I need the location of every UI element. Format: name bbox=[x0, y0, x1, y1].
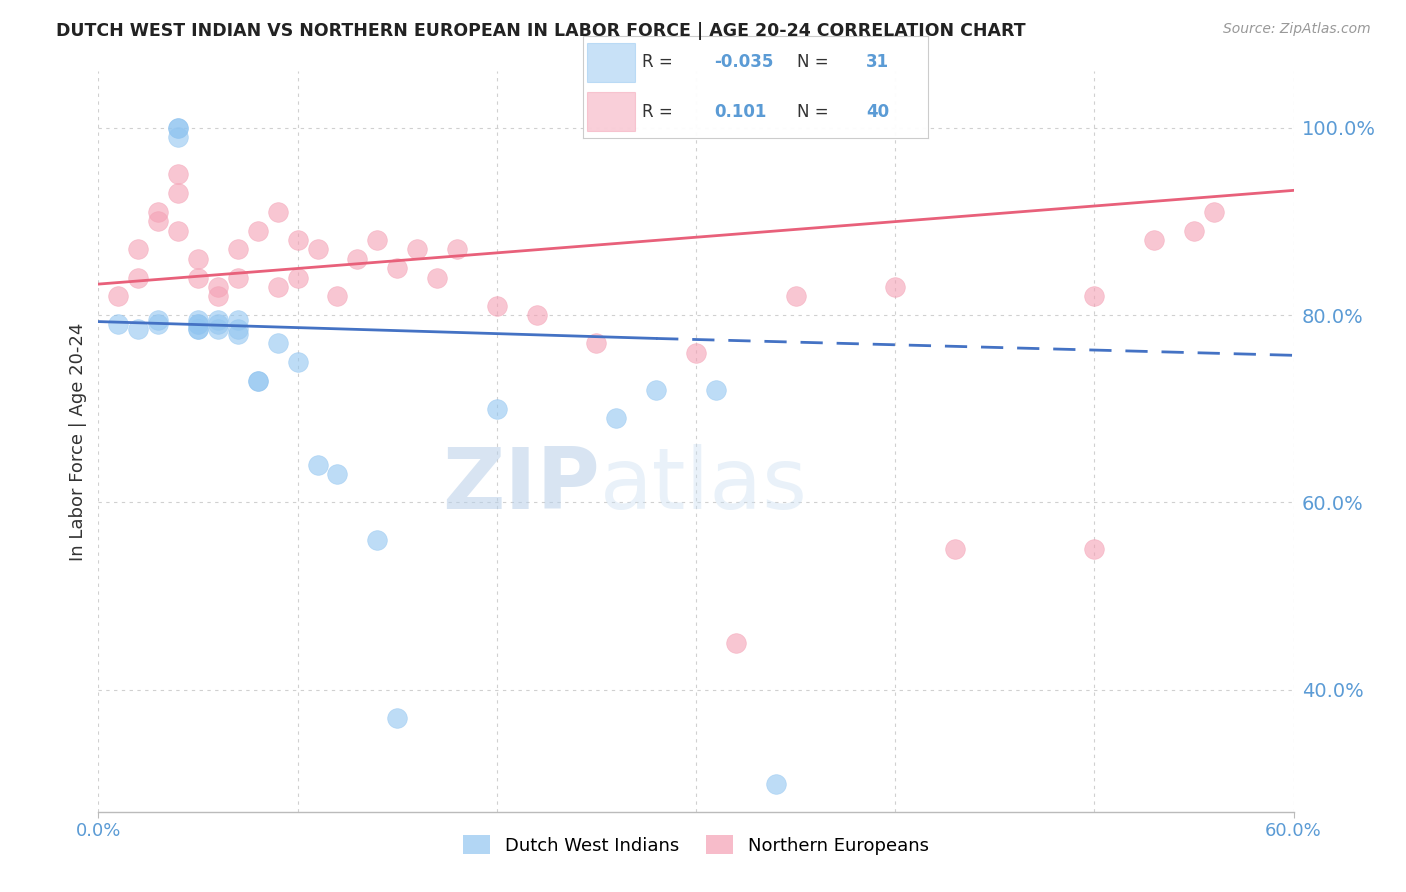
Point bbox=[485, 401, 508, 416]
Point bbox=[167, 168, 190, 182]
Text: atlas: atlas bbox=[600, 444, 808, 527]
Point bbox=[406, 243, 429, 257]
Point bbox=[446, 243, 468, 257]
Y-axis label: In Labor Force | Age 20-24: In Labor Force | Age 20-24 bbox=[69, 322, 87, 561]
Point bbox=[307, 243, 329, 257]
Point bbox=[1083, 542, 1105, 557]
Point bbox=[785, 289, 807, 303]
Point bbox=[226, 326, 249, 341]
Point bbox=[226, 322, 249, 336]
Point bbox=[167, 224, 190, 238]
Point bbox=[207, 312, 229, 326]
Point bbox=[326, 467, 349, 482]
Point bbox=[127, 322, 149, 336]
Text: N =: N = bbox=[797, 103, 834, 120]
Text: 40: 40 bbox=[866, 103, 889, 120]
Point bbox=[704, 383, 727, 397]
Text: N =: N = bbox=[797, 54, 834, 71]
Point bbox=[267, 336, 290, 351]
Point bbox=[187, 322, 209, 336]
Point bbox=[148, 214, 170, 228]
Point bbox=[385, 261, 409, 276]
Point bbox=[287, 233, 309, 247]
Point bbox=[167, 130, 190, 145]
Point bbox=[187, 318, 209, 332]
Point bbox=[943, 542, 966, 557]
Text: R =: R = bbox=[643, 54, 678, 71]
Point bbox=[148, 312, 170, 326]
Point bbox=[287, 270, 309, 285]
Point bbox=[1083, 289, 1105, 303]
Point bbox=[207, 318, 229, 332]
Point bbox=[605, 411, 627, 425]
Point bbox=[187, 322, 209, 336]
Point bbox=[267, 205, 290, 219]
Point bbox=[287, 355, 309, 369]
Text: 31: 31 bbox=[866, 54, 889, 71]
Point bbox=[207, 289, 229, 303]
Point bbox=[207, 322, 229, 336]
Point bbox=[226, 270, 249, 285]
Point bbox=[685, 345, 707, 359]
Text: Source: ZipAtlas.com: Source: ZipAtlas.com bbox=[1223, 22, 1371, 37]
Legend: Dutch West Indians, Northern Europeans: Dutch West Indians, Northern Europeans bbox=[456, 828, 936, 862]
Point bbox=[187, 312, 209, 326]
Point bbox=[187, 318, 209, 332]
Text: R =: R = bbox=[643, 103, 678, 120]
Text: DUTCH WEST INDIAN VS NORTHERN EUROPEAN IN LABOR FORCE | AGE 20-24 CORRELATION CH: DUTCH WEST INDIAN VS NORTHERN EUROPEAN I… bbox=[56, 22, 1026, 40]
Point bbox=[127, 270, 149, 285]
Point bbox=[307, 458, 329, 472]
Point bbox=[1202, 205, 1225, 219]
Point bbox=[167, 120, 190, 135]
Point bbox=[148, 205, 170, 219]
Point bbox=[485, 299, 508, 313]
Point bbox=[246, 374, 269, 388]
Point bbox=[246, 374, 269, 388]
Point bbox=[765, 776, 787, 790]
Point bbox=[426, 270, 449, 285]
Point bbox=[366, 233, 388, 247]
Point bbox=[107, 289, 129, 303]
Point bbox=[127, 243, 149, 257]
Point bbox=[187, 270, 209, 285]
Text: -0.035: -0.035 bbox=[714, 54, 773, 71]
Point bbox=[207, 280, 229, 294]
Point bbox=[187, 252, 209, 266]
Point bbox=[326, 289, 349, 303]
Point bbox=[167, 186, 190, 201]
Point bbox=[724, 636, 747, 650]
Point bbox=[884, 280, 907, 294]
Point bbox=[226, 312, 249, 326]
Point bbox=[1143, 233, 1166, 247]
Point bbox=[226, 243, 249, 257]
FancyBboxPatch shape bbox=[586, 92, 636, 131]
Point bbox=[346, 252, 368, 266]
Point bbox=[167, 120, 190, 135]
Point bbox=[246, 224, 269, 238]
Point bbox=[148, 318, 170, 332]
Point bbox=[1182, 224, 1205, 238]
Point bbox=[107, 318, 129, 332]
Text: ZIP: ZIP bbox=[443, 444, 600, 527]
Text: 0.101: 0.101 bbox=[714, 103, 766, 120]
Point bbox=[267, 280, 290, 294]
FancyBboxPatch shape bbox=[586, 43, 636, 82]
Point bbox=[645, 383, 668, 397]
Point bbox=[385, 711, 409, 725]
Point bbox=[585, 336, 607, 351]
Point bbox=[526, 308, 548, 322]
Point bbox=[366, 533, 388, 547]
